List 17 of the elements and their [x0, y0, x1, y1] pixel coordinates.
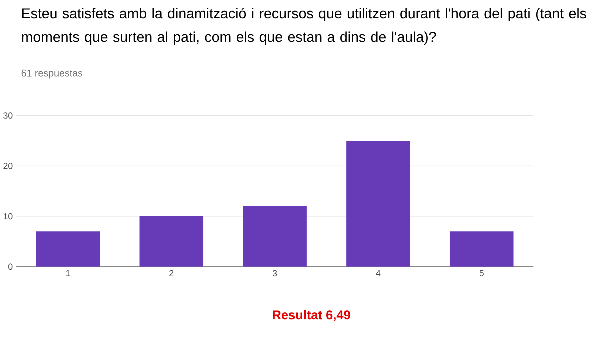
bar — [346, 140, 410, 267]
x-tick-label: 4 — [376, 270, 381, 276]
x-tick-label: 1 — [66, 270, 70, 276]
y-tick-label: 10 — [4, 213, 13, 220]
y-tick-label: 30 — [4, 112, 13, 119]
x-tick-label: 3 — [272, 270, 278, 276]
chart-title: Esteu satisfets amb la dinamització i recursos que utilitzen durant l'hora del pati (tant els moments que surten al pati, com els que estan a dins de l'aula)? — [22, 8, 586, 45]
bar — [450, 231, 514, 267]
bar — [140, 216, 204, 267]
x-tick-label: 2 — [170, 270, 174, 276]
x-tick-label: 5 — [480, 270, 484, 276]
chart-subtitle: 61 respuestas — [22, 70, 83, 79]
y-tick-label: 0 — [8, 264, 13, 270]
bar — [243, 206, 307, 267]
text: Resultat 6,49 — [273, 310, 350, 322]
bar — [36, 231, 100, 267]
y-tick-label: 20 — [4, 162, 13, 170]
